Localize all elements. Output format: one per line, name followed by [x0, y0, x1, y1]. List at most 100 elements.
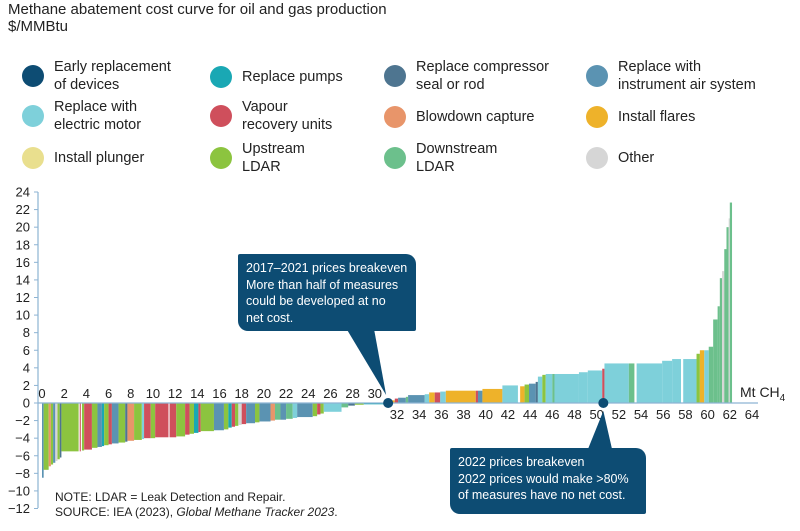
legend: Early replacement of devices Replace pum… [0, 56, 800, 181]
bar-instrument [42, 403, 44, 478]
bar-downstream [341, 403, 349, 408]
bar-instrument [97, 403, 102, 447]
x-tick-label: 8 [127, 386, 134, 401]
x-tick-label: 64 [745, 407, 759, 422]
x-tick-label: 14 [190, 386, 204, 401]
y-tick-label: −6 [15, 448, 30, 463]
annotations-group [340, 318, 612, 449]
x-tick-label: 22 [279, 386, 293, 401]
bar-upstream [200, 403, 214, 432]
bar-upstream [312, 403, 318, 417]
bar-pumps [101, 403, 105, 447]
legend-item-install-flares: Install flares [586, 106, 695, 128]
bar-upstream [118, 403, 126, 443]
y-tick-label: 4 [23, 360, 30, 375]
bar-pumps [193, 403, 199, 433]
bar-vapour [79, 403, 81, 452]
bar-upstream [61, 403, 79, 452]
legend-label: Other [618, 150, 655, 166]
legend-item-early-replacement: Early replacement of devices [22, 58, 171, 94]
callout-2022-breakeven: 2022 prices breakeven 2022 prices would … [450, 448, 646, 514]
bar-downstream [717, 306, 720, 403]
callout-pointer [588, 411, 612, 449]
bar-upstream [524, 384, 530, 403]
bar-electric [604, 363, 629, 403]
y-tick-label: 16 [16, 255, 30, 270]
bar-electric [636, 363, 663, 403]
bar-electric [292, 403, 298, 418]
y-tick-label: 20 [16, 220, 30, 235]
footnotes: NOTE: LDAR = Leak Detection and Repair. … [55, 490, 338, 520]
chart-title: Methane abatement cost curve for oil and… [8, 1, 387, 18]
bar-vapour [241, 403, 247, 425]
y-axis-unit: $/MMBtu [8, 18, 69, 35]
bar-upstream [150, 403, 156, 439]
bar-other [722, 271, 725, 403]
note-ldar: NOTE: LDAR = Leak Detection and Repair. [55, 490, 286, 504]
bar-flares [482, 388, 503, 403]
bar-vapour [475, 390, 478, 403]
source-prefix: SOURCE: IEA (2023), [55, 505, 177, 519]
bar-blowdown [270, 403, 275, 421]
callout-line: More than half of measures [246, 277, 399, 292]
bar-blowdown [48, 403, 51, 467]
bar-instrument [111, 403, 119, 444]
callout-line: 2022 prices breakeven [458, 455, 585, 469]
bar-downstream [552, 373, 555, 403]
legend-item-blowdown-capture: Blowdown capture [384, 106, 535, 128]
bar-downstream [708, 346, 714, 403]
x-tick-label: 54 [634, 407, 648, 422]
legend-swatch [22, 65, 44, 87]
legend-item-other: Other [586, 147, 654, 169]
bar-electric [502, 385, 518, 403]
bar-upstream [57, 403, 60, 460]
bars-group [42, 202, 733, 478]
y-tick-label: 8 [23, 325, 30, 340]
x-tick-label: 0 [38, 386, 45, 401]
x-tick-label: 2 [61, 386, 68, 401]
x-tick-label: 4 [83, 386, 90, 401]
legend-swatch [384, 147, 406, 169]
legend-swatch [210, 105, 232, 127]
bar-instrument [259, 403, 271, 422]
x-tick-label: 12 [168, 386, 182, 401]
legend-label: Vapour recovery units [242, 99, 333, 133]
bar-electric [587, 370, 603, 403]
x-tick-label: 34 [412, 407, 426, 422]
bar-compressor [348, 403, 355, 406]
bar-instrument [529, 383, 536, 403]
legend-swatch [384, 65, 406, 87]
bar-electric [323, 403, 342, 412]
x-tick-label: 20 [257, 386, 271, 401]
source-suffix: . [334, 505, 338, 519]
bar-instrument [53, 403, 56, 463]
bar-other [728, 218, 730, 403]
bar-electric [537, 376, 543, 403]
bar-electric [672, 359, 681, 403]
bar-upstream [81, 403, 85, 451]
x-tick-label: 36 [434, 407, 448, 422]
bar-upstream [134, 403, 142, 440]
bar-vapour [169, 403, 177, 438]
x-tick-label: 50 [589, 407, 603, 422]
legend-label: Blowdown capture [416, 109, 535, 125]
y-tick-label: 24 [16, 185, 30, 200]
bar-downstream [726, 227, 729, 403]
y-tick-label: −4 [15, 431, 30, 446]
x-tick-label: 28 [345, 386, 359, 401]
bar-downstream [405, 396, 409, 403]
bar-vapour [155, 403, 169, 438]
bar-upstream [542, 374, 546, 403]
bar-electric [424, 394, 430, 403]
y-tick-label: 10 [16, 308, 30, 323]
legend-item-instrument-air: Replace with instrument air system [586, 58, 756, 94]
legend-label: Replace pumps [242, 69, 343, 85]
bar-downstream [729, 202, 733, 403]
callout-line: of measures have no net cost. [458, 488, 626, 502]
bar-upstream [696, 353, 700, 403]
bar-electric [545, 373, 553, 403]
legend-label: Install plunger [54, 150, 145, 166]
bar-downstream [274, 403, 281, 420]
source-line: SOURCE: IEA (2023), Global Methane Track… [55, 505, 338, 520]
bar-downstream [724, 249, 727, 403]
